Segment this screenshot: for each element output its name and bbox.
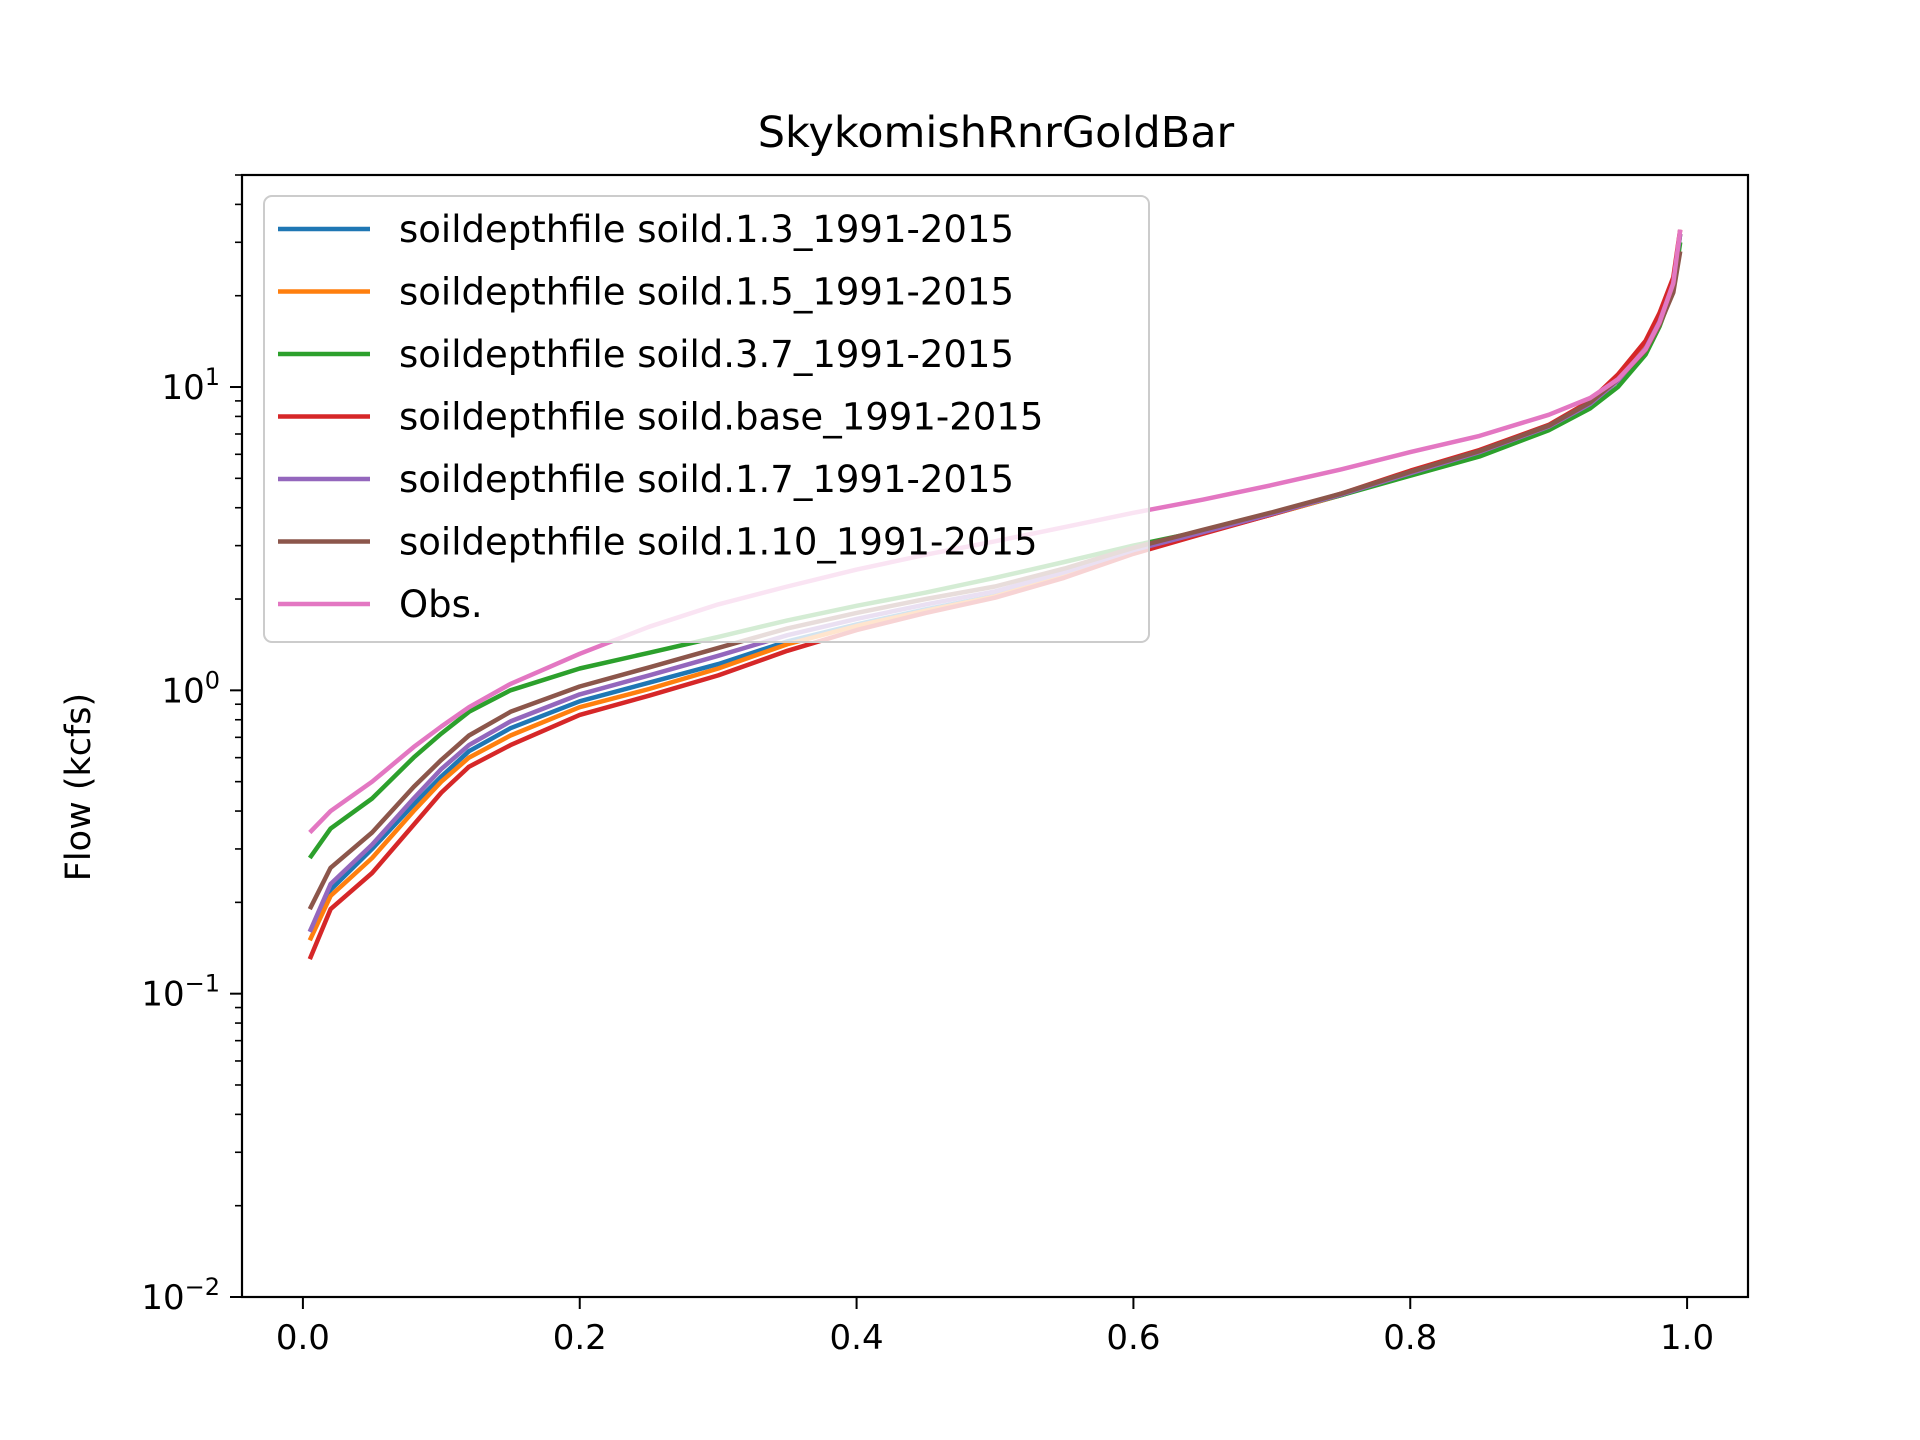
legend-label: Obs. bbox=[399, 583, 483, 626]
axes-frame bbox=[240, 173, 1750, 1299]
y-tick-label: 10−2 bbox=[141, 1273, 220, 1318]
legend-label: soildepthfile soild.3.7_1991-2015 bbox=[399, 333, 1014, 376]
x-tick-label: 0.4 bbox=[830, 1318, 884, 1358]
x-tick-label: 0.8 bbox=[1383, 1318, 1437, 1358]
legend-label: soildepthfile soild.base_1991-2015 bbox=[399, 396, 1043, 439]
y-tick-label: 101 bbox=[161, 363, 220, 408]
legend-label: soildepthfile soild.1.10_1991-2015 bbox=[399, 521, 1038, 564]
legend-box bbox=[263, 195, 1150, 643]
x-axis-ticks: 0.0 0.2 0.4 0.6 0.8 1.0 bbox=[276, 1297, 1714, 1358]
x-tick-label: 1.0 bbox=[1660, 1318, 1714, 1358]
chart-title: SkykomishRnrGoldBar bbox=[758, 108, 1235, 158]
y-tick-label: 10−1 bbox=[141, 970, 220, 1015]
y-axis-ticks: 10−2 10−1 100 101 bbox=[141, 174, 242, 1318]
y-axis-label: Flow (kcfs) bbox=[59, 693, 99, 881]
legend-label: soildepthfile soild.1.3_1991-2015 bbox=[399, 208, 1014, 251]
x-tick-label: 0.6 bbox=[1106, 1318, 1160, 1358]
y-tick-label: 100 bbox=[161, 666, 220, 711]
legend-label: soildepthfile soild.1.7_1991-2015 bbox=[399, 458, 1014, 501]
x-tick-label: 0.2 bbox=[553, 1318, 607, 1358]
legend-label: soildepthfile soild.1.5_1991-2015 bbox=[399, 271, 1014, 314]
x-tick-label: 0.0 bbox=[276, 1318, 330, 1358]
legend: soildepthfile soild.1.3_1991-2015soildep… bbox=[263, 195, 1150, 643]
